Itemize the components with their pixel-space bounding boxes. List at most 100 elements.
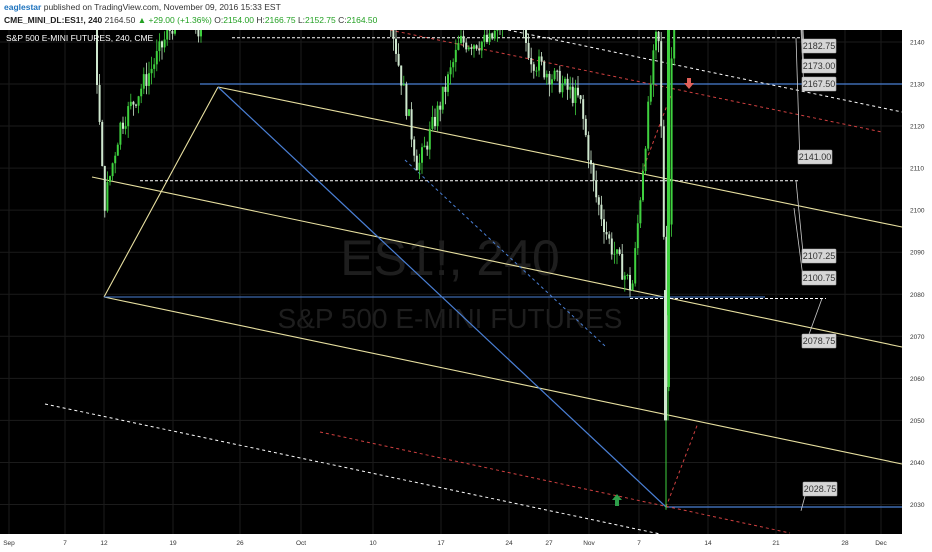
x-tick-label: 19 [169, 540, 177, 547]
candle-body [639, 200, 642, 224]
candle-body [155, 51, 158, 65]
candle-body [449, 67, 452, 75]
candle-body [447, 74, 449, 92]
author-link[interactable]: eaglestar [4, 2, 42, 12]
candle-body [413, 139, 416, 156]
low-label: L: [297, 15, 306, 25]
price-tag-box [801, 76, 837, 92]
close-label: C: [338, 15, 347, 25]
time-axis-canvas: Sep 7 12 19 26 Oct 10 17 24 27 Nov 7 14 21 28 Dec [3, 540, 887, 547]
price-tag: 2141.00 [795, 37, 833, 165]
candle-body [457, 43, 460, 50]
candle-body [103, 166, 106, 211]
candle-body [161, 41, 163, 48]
candle-body [527, 42, 530, 58]
candle-body [621, 253, 624, 280]
x-tick-label: Dec [875, 540, 887, 547]
candle-body [587, 135, 590, 161]
candle-body [174, 30, 176, 34]
price-axis[interactable]: 2030 2040 2050 2060 2070 2080 2090 2100 2110 2120… [902, 0, 932, 534]
candle-body [122, 122, 124, 129]
x-tick-label: Sep [3, 540, 15, 547]
candle-body [595, 180, 598, 198]
candle-body [592, 164, 595, 181]
candle-body [530, 57, 533, 65]
chart-pane[interactable]: ES1!, 240 S&P 500 E-MINI FUTURES 2182.75… [0, 30, 902, 534]
candle-body [462, 35, 465, 43]
open-value: 2154.00 [223, 15, 254, 25]
candle-body [465, 42, 468, 50]
price-tag: 2107.25 [795, 180, 837, 264]
candle-body [571, 86, 574, 103]
candle-body [597, 197, 600, 205]
candle-body [667, 30, 670, 316]
high-value: 2166.75 [264, 15, 296, 25]
candle-body [392, 30, 395, 39]
price-tag: 2078.75 [801, 298, 837, 349]
candle-body [496, 30, 499, 31]
time-axis[interactable]: Sep 7 12 19 26 Oct 10 17 24 27 Nov 7 14 21 28 Dec [0, 534, 932, 550]
candle-body [634, 248, 637, 284]
symbol-quote-line: CME_MINI_DL:ES1!, 240 2164.50 ▲ +29.00 (… [4, 15, 377, 25]
candle-body [605, 232, 608, 235]
candle-body [566, 78, 569, 90]
publish-header: eaglestar published on TradingView.com, … [0, 0, 932, 30]
price-tag-pointer [800, 495, 806, 511]
candle-body [410, 109, 413, 140]
chart-canvas[interactable]: ES1!, 240 S&P 500 E-MINI FUTURES 2182.75… [0, 30, 902, 534]
candle-body [431, 116, 434, 129]
candle-body [200, 30, 202, 37]
y-tick-label: 2120 [910, 124, 925, 131]
x-tick-label: 14 [704, 540, 712, 547]
candle-body [423, 145, 426, 148]
candle-body [532, 64, 535, 71]
y-tick-label: 2070 [910, 334, 925, 341]
candle-body [421, 147, 423, 163]
candle-body [670, 58, 673, 225]
candle-body [574, 87, 577, 103]
candle-body [145, 74, 148, 86]
x-tick-label: 27 [545, 540, 553, 547]
candle-body [538, 56, 540, 71]
y-tick-label: 2080 [910, 292, 925, 299]
candle-body [158, 41, 161, 52]
candle-body [657, 31, 660, 42]
pitchfork-lower-line [103, 296, 902, 465]
price-change: +29.00 (+1.36%) [148, 15, 212, 25]
candle-body [613, 253, 616, 255]
candle-body [418, 162, 421, 171]
price-tag-box [797, 149, 833, 165]
publish-line: eaglestar published on TradingView.com, … [4, 2, 281, 12]
candle-body [561, 83, 564, 93]
candle-body [454, 49, 457, 63]
x-tick-label: 12 [100, 540, 108, 547]
candle-body [408, 109, 410, 116]
x-tick-label: Oct [296, 540, 306, 547]
candle-body [441, 86, 444, 110]
white-dotted-lower [44, 403, 661, 534]
x-tick-label: 17 [437, 540, 445, 547]
price-tag-box [801, 248, 837, 264]
candle-body [535, 70, 538, 72]
candle-body [142, 74, 145, 89]
candle-body [111, 163, 114, 177]
price-tag-box [801, 270, 837, 286]
candle-body [644, 148, 647, 172]
candle-body [98, 84, 101, 122]
candle-body [395, 38, 397, 54]
candle-body [132, 101, 135, 105]
candle-body [153, 64, 156, 69]
candle-body [452, 62, 455, 68]
candle-body [603, 219, 605, 233]
candle-body [415, 155, 418, 171]
price-tag-box [802, 481, 838, 497]
candle-body [647, 101, 650, 149]
candle-body [140, 88, 143, 97]
candle-body [551, 79, 553, 85]
candle-body [636, 223, 639, 249]
candle-body [525, 30, 527, 43]
y-tick-label: 2060 [910, 376, 925, 383]
x-tick-label: 21 [772, 540, 780, 547]
candle-body [664, 290, 667, 421]
price-tag: 2028.75 [800, 481, 838, 511]
